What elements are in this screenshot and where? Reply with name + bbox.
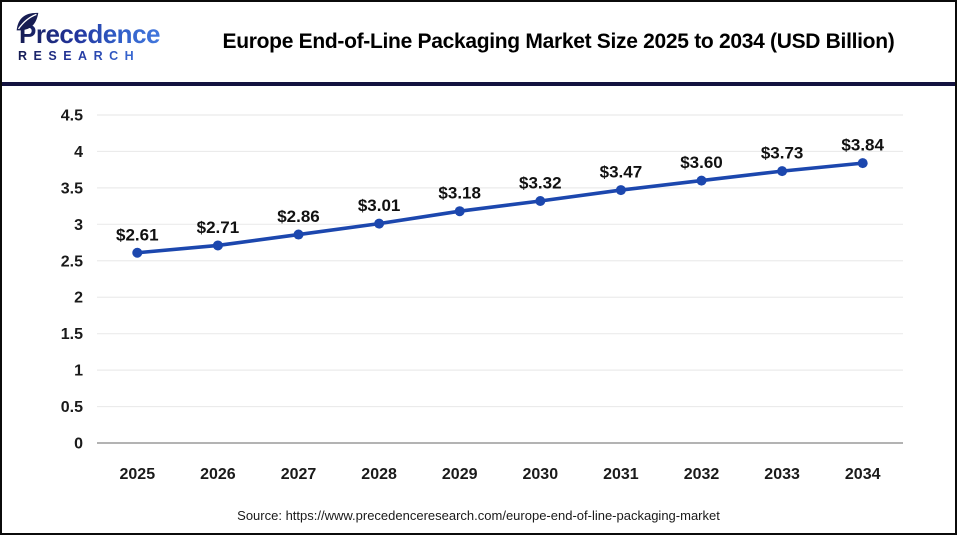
y-axis-tick-label: 0.5 (61, 399, 83, 416)
leaf-icon (16, 13, 39, 31)
chart-title: Europe End-of-Line Packaging Market Size… (222, 30, 895, 53)
data-point (857, 158, 868, 169)
y-axis-tick-label: 2.5 (61, 253, 83, 270)
x-axis-tick-label: 2029 (442, 466, 478, 483)
data-label: $3.01 (358, 196, 401, 215)
data-label: $2.61 (116, 225, 159, 244)
data-label: $2.71 (197, 218, 240, 237)
y-axis-tick-label: 0 (74, 436, 83, 453)
data-label: $3.18 (438, 184, 481, 203)
chart-svg: 0 0.5 1 1.5 2 2.5 3 3.5 4 4.5 $2.61 2025 $2.71 2026 $2… (61, 108, 903, 483)
data-point (132, 247, 143, 258)
logo-brand-name: Precedence (19, 19, 160, 50)
y-axis-tick-label: 1.5 (61, 326, 83, 343)
y-axis-tick-label: 4 (74, 144, 83, 161)
y-axis-tick-label: 1 (74, 363, 83, 380)
logo-subtitle: RESEARCH (18, 49, 141, 64)
data-label: $3.84 (841, 136, 884, 155)
data-point (535, 196, 546, 207)
x-axis-tick-label: 2031 (603, 466, 639, 483)
x-axis-tick-label: 2028 (361, 466, 397, 483)
x-axis-tick-label: 2033 (764, 466, 800, 483)
y-axis-tick-label: 2 (74, 290, 83, 307)
x-axis-tick-label: 2034 (845, 466, 881, 483)
data-point (696, 175, 707, 186)
source-citation: Source: https://www.precedenceresearch.c… (237, 508, 720, 523)
y-axis-tick-label: 3 (74, 217, 83, 234)
trend-line (135, 161, 865, 255)
data-label: $3.73 (761, 144, 804, 163)
data-point (615, 185, 626, 196)
y-axis-tick-label: 4.5 (61, 108, 83, 125)
data-label: $3.47 (600, 163, 643, 182)
x-axis-tick-label: 2027 (281, 466, 317, 483)
x-axis-tick-label: 2032 (684, 466, 720, 483)
data-point (293, 229, 304, 240)
data-label: $2.86 (277, 207, 320, 226)
x-axis-tick-label: 2026 (200, 466, 236, 483)
data-point (212, 240, 223, 251)
data-label: $3.32 (519, 174, 562, 193)
x-axis-tick-label: 2025 (120, 466, 156, 483)
y-axis-tick-label: 3.5 (61, 180, 83, 197)
data-label: $3.60 (680, 153, 723, 172)
header: Precedence RESEARCH Europe End-of-Line P… (2, 2, 955, 82)
data-point (374, 218, 385, 229)
logo: Precedence RESEARCH (16, 13, 176, 64)
header-separator (2, 82, 955, 86)
x-axis-tick-label: 2030 (523, 466, 559, 483)
data-point (777, 166, 788, 177)
data-point (454, 206, 465, 217)
